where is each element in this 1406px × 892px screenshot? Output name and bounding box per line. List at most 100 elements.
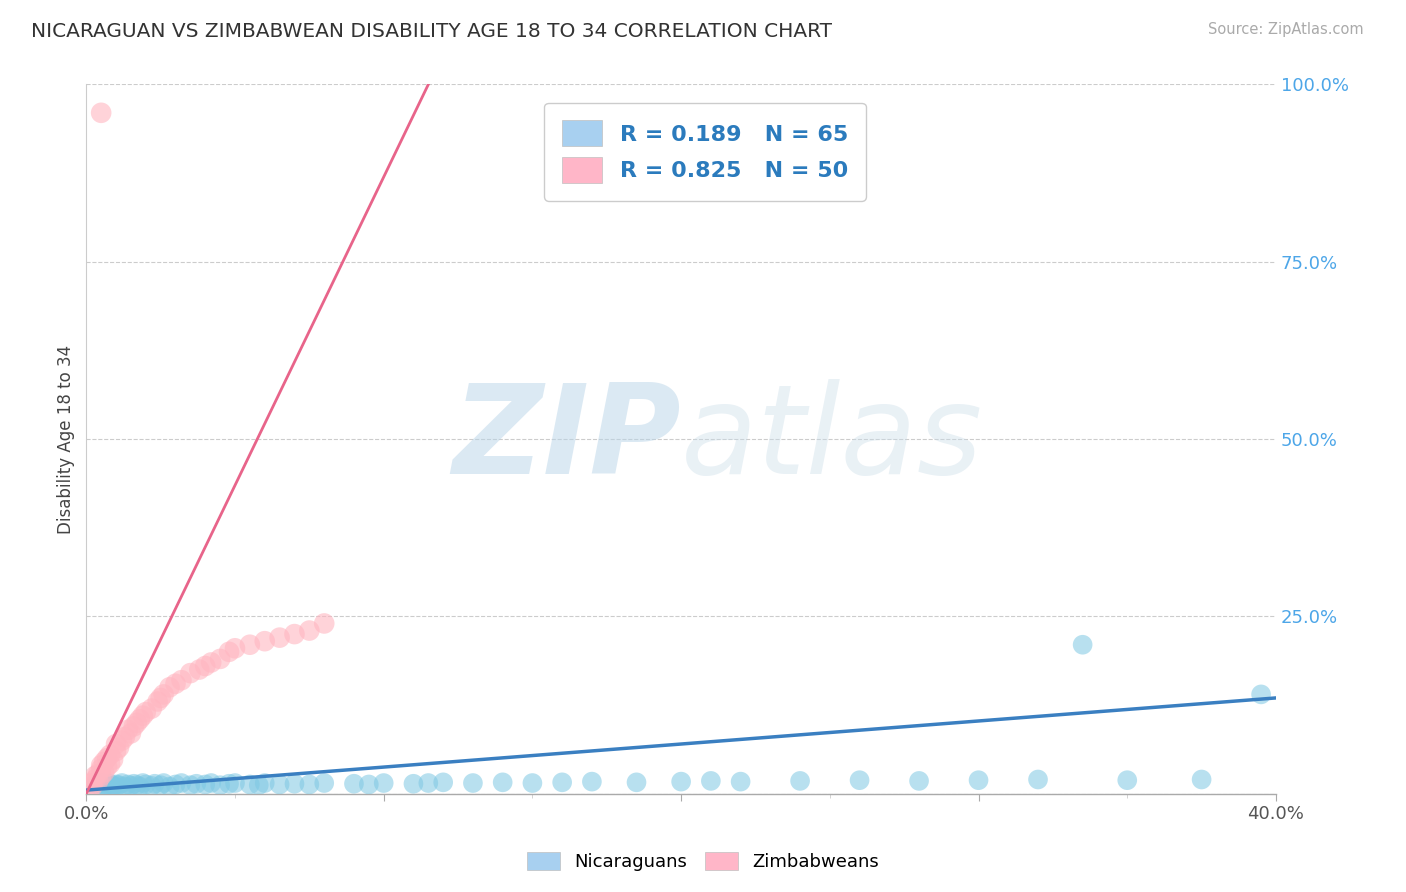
Point bbox=[551, 775, 574, 789]
Point bbox=[105, 737, 128, 751]
Point bbox=[239, 638, 262, 652]
Point bbox=[194, 777, 217, 791]
Legend: R = 0.189   N = 65, R = 0.825   N = 50: R = 0.189 N = 65, R = 0.825 N = 50 bbox=[544, 103, 866, 201]
Point bbox=[96, 778, 118, 792]
Point bbox=[101, 753, 124, 767]
Point bbox=[120, 779, 142, 793]
Point bbox=[105, 744, 128, 758]
Point bbox=[402, 777, 425, 791]
Point bbox=[200, 656, 222, 670]
Point bbox=[848, 773, 870, 788]
Text: ZIP: ZIP bbox=[453, 378, 681, 500]
Point bbox=[298, 777, 321, 791]
Point bbox=[101, 779, 124, 793]
Point bbox=[152, 776, 174, 790]
Point bbox=[96, 751, 118, 765]
Point bbox=[1191, 772, 1213, 787]
Point bbox=[84, 769, 107, 783]
Point bbox=[224, 776, 246, 790]
Point bbox=[170, 673, 193, 688]
Point bbox=[90, 105, 112, 120]
Point bbox=[314, 616, 336, 631]
Point bbox=[82, 776, 104, 790]
Point bbox=[98, 747, 121, 762]
Point bbox=[186, 777, 208, 791]
Point bbox=[132, 776, 155, 790]
Point bbox=[269, 777, 291, 791]
Point bbox=[343, 777, 366, 791]
Point bbox=[418, 776, 440, 790]
Point bbox=[93, 765, 115, 780]
Point bbox=[373, 776, 395, 790]
Point bbox=[730, 774, 752, 789]
Point bbox=[149, 690, 172, 705]
Point bbox=[239, 777, 262, 791]
Point bbox=[141, 701, 163, 715]
Point bbox=[700, 773, 723, 788]
Point bbox=[108, 778, 131, 792]
Point bbox=[283, 777, 305, 791]
Text: NICARAGUAN VS ZIMBABWEAN DISABILITY AGE 18 TO 34 CORRELATION CHART: NICARAGUAN VS ZIMBABWEAN DISABILITY AGE … bbox=[31, 22, 832, 41]
Point bbox=[105, 780, 128, 794]
Point bbox=[128, 712, 150, 726]
Point bbox=[218, 645, 240, 659]
Point bbox=[84, 772, 107, 787]
Point bbox=[135, 705, 157, 719]
Point bbox=[122, 777, 145, 791]
Point bbox=[93, 780, 115, 794]
Point bbox=[98, 780, 121, 795]
Point bbox=[522, 776, 544, 790]
Text: Source: ZipAtlas.com: Source: ZipAtlas.com bbox=[1208, 22, 1364, 37]
Point bbox=[87, 767, 110, 781]
Point bbox=[179, 778, 201, 792]
Point bbox=[114, 780, 136, 794]
Point bbox=[98, 777, 121, 791]
Point bbox=[669, 774, 692, 789]
Point bbox=[143, 777, 166, 791]
Text: atlas: atlas bbox=[681, 378, 983, 500]
Point bbox=[908, 773, 931, 788]
Point bbox=[90, 776, 112, 790]
Point bbox=[461, 776, 484, 790]
Point bbox=[114, 730, 136, 744]
Point bbox=[84, 780, 107, 794]
Point bbox=[77, 783, 100, 797]
Point bbox=[135, 777, 157, 791]
Point bbox=[87, 773, 110, 788]
Point bbox=[492, 775, 515, 789]
Point bbox=[120, 726, 142, 740]
Point bbox=[96, 760, 118, 774]
Point bbox=[125, 778, 148, 792]
Point bbox=[357, 777, 380, 791]
Point bbox=[149, 778, 172, 792]
Point bbox=[179, 666, 201, 681]
Point bbox=[1250, 687, 1272, 701]
Point bbox=[108, 740, 131, 755]
Point bbox=[141, 779, 163, 793]
Point bbox=[789, 773, 811, 788]
Point bbox=[247, 778, 270, 792]
Point bbox=[1116, 773, 1139, 788]
Point bbox=[90, 780, 112, 795]
Point bbox=[253, 776, 276, 790]
Point bbox=[159, 681, 181, 695]
Point bbox=[93, 755, 115, 769]
Point bbox=[1071, 638, 1094, 652]
Point bbox=[967, 773, 990, 788]
Point bbox=[1026, 772, 1049, 787]
Point bbox=[152, 687, 174, 701]
Point bbox=[90, 769, 112, 783]
Point bbox=[194, 659, 217, 673]
Point bbox=[82, 780, 104, 794]
Point bbox=[283, 627, 305, 641]
Point bbox=[581, 774, 603, 789]
Point bbox=[125, 715, 148, 730]
Point bbox=[105, 777, 128, 791]
Point bbox=[111, 733, 134, 747]
Point bbox=[132, 708, 155, 723]
Point bbox=[224, 641, 246, 656]
Point bbox=[117, 777, 139, 791]
Y-axis label: Disability Age 18 to 34: Disability Age 18 to 34 bbox=[58, 344, 75, 533]
Point bbox=[165, 677, 187, 691]
Point bbox=[146, 694, 169, 708]
